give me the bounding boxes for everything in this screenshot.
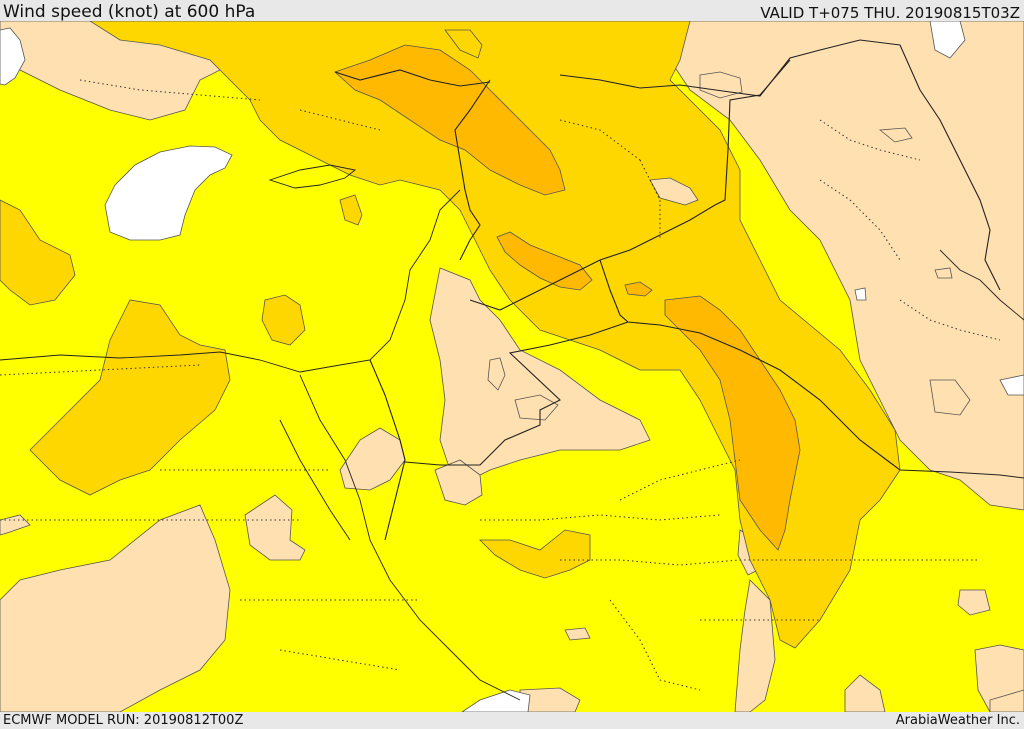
map-title: Wind speed (knot) at 600 hPa bbox=[3, 2, 256, 22]
credit-label: ArabiaWeather Inc. bbox=[895, 713, 1020, 728]
header-bar: Wind speed (knot) at 600 hPa VALID T+075… bbox=[0, 0, 1024, 22]
model-run: ECMWF MODEL RUN: 20190812T00Z bbox=[3, 713, 244, 728]
gold-band-areas bbox=[0, 20, 901, 649]
country-borders bbox=[334, 39, 1024, 541]
wind-speed-map bbox=[0, 20, 1024, 713]
valid-time: VALID T+075 THU. 20190815T03Z bbox=[760, 4, 1020, 22]
calm-white-areas bbox=[0, 20, 1024, 713]
coastlines bbox=[0, 164, 1024, 701]
footer-bar: ECMWF MODEL RUN: 20190812T00Z ArabiaWeat… bbox=[0, 712, 1024, 729]
region-lines bbox=[0, 79, 1001, 691]
light-patches bbox=[487, 71, 971, 421]
